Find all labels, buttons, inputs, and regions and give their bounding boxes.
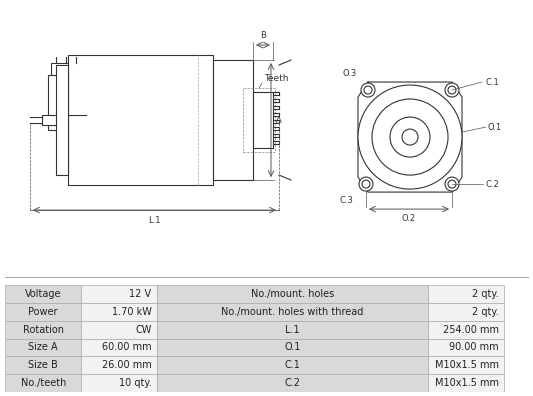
Text: Rotation: Rotation bbox=[23, 325, 64, 335]
Bar bbox=[48, 75, 86, 130]
Bar bbox=[429, 339, 504, 356]
Text: C.1: C.1 bbox=[485, 78, 499, 87]
Circle shape bbox=[390, 117, 430, 157]
Bar bbox=[429, 303, 504, 321]
Bar bbox=[253, 92, 273, 148]
Bar bbox=[429, 321, 504, 339]
Bar bbox=[5, 374, 81, 392]
Circle shape bbox=[361, 83, 375, 97]
Bar bbox=[157, 374, 429, 392]
Text: L.1: L.1 bbox=[285, 325, 300, 335]
Circle shape bbox=[372, 99, 448, 175]
Bar bbox=[5, 339, 81, 356]
Text: No./mount. holes: No./mount. holes bbox=[251, 289, 334, 299]
Bar bbox=[81, 374, 157, 392]
Text: Power: Power bbox=[28, 307, 58, 317]
Text: C.2: C.2 bbox=[285, 378, 301, 388]
Text: No./mount. holes with thread: No./mount. holes with thread bbox=[221, 307, 364, 317]
Text: O.1: O.1 bbox=[488, 122, 502, 131]
Circle shape bbox=[362, 180, 370, 188]
Circle shape bbox=[445, 83, 459, 97]
Bar bbox=[157, 285, 429, 303]
Bar bbox=[42, 115, 56, 125]
Bar bbox=[68, 55, 213, 185]
Text: 90.00 mm: 90.00 mm bbox=[449, 343, 499, 352]
Text: O.3: O.3 bbox=[343, 69, 357, 78]
Bar bbox=[243, 88, 275, 152]
Circle shape bbox=[402, 129, 418, 145]
Text: Voltage: Voltage bbox=[25, 289, 61, 299]
Text: CW: CW bbox=[135, 325, 151, 335]
Circle shape bbox=[359, 177, 373, 191]
Text: 26.00 mm: 26.00 mm bbox=[102, 360, 151, 370]
Bar bbox=[429, 374, 504, 392]
Text: No./teeth: No./teeth bbox=[20, 378, 66, 388]
Text: B: B bbox=[260, 31, 266, 40]
Bar bbox=[429, 356, 504, 374]
Text: O.1: O.1 bbox=[285, 343, 301, 352]
Bar bbox=[56, 65, 68, 175]
Bar bbox=[157, 356, 429, 374]
Circle shape bbox=[448, 180, 456, 188]
Text: 254.00 mm: 254.00 mm bbox=[443, 325, 499, 335]
Bar bbox=[5, 321, 81, 339]
Bar bbox=[81, 285, 157, 303]
Text: 60.00 mm: 60.00 mm bbox=[102, 343, 151, 352]
Polygon shape bbox=[358, 82, 462, 192]
Bar bbox=[81, 339, 157, 356]
Text: C.1: C.1 bbox=[285, 360, 301, 370]
Text: O.2: O.2 bbox=[402, 214, 416, 223]
Text: Teeth: Teeth bbox=[264, 74, 288, 83]
Text: Size A: Size A bbox=[28, 343, 58, 352]
Bar bbox=[157, 321, 429, 339]
Bar bbox=[51, 63, 83, 75]
Text: M10x1.5 mm: M10x1.5 mm bbox=[435, 378, 499, 388]
Bar bbox=[5, 303, 81, 321]
Text: C.3: C.3 bbox=[339, 196, 353, 205]
Bar bbox=[157, 339, 429, 356]
Text: 2 qty.: 2 qty. bbox=[472, 289, 499, 299]
Text: 12 V: 12 V bbox=[130, 289, 151, 299]
Text: L.1: L.1 bbox=[148, 216, 161, 225]
Bar bbox=[81, 321, 157, 339]
Circle shape bbox=[364, 86, 372, 94]
Bar bbox=[5, 285, 81, 303]
Circle shape bbox=[358, 85, 462, 189]
Text: Size B: Size B bbox=[28, 360, 58, 370]
Bar bbox=[81, 356, 157, 374]
Bar bbox=[81, 303, 157, 321]
Text: 1.70 kW: 1.70 kW bbox=[112, 307, 151, 317]
Text: M10x1.5 mm: M10x1.5 mm bbox=[435, 360, 499, 370]
Circle shape bbox=[445, 177, 459, 191]
Text: C.2: C.2 bbox=[485, 179, 499, 188]
Text: 10 qty.: 10 qty. bbox=[119, 378, 151, 388]
Circle shape bbox=[448, 86, 456, 94]
Text: A: A bbox=[276, 116, 282, 125]
Text: 2 qty.: 2 qty. bbox=[472, 307, 499, 317]
Bar bbox=[157, 303, 429, 321]
Bar bbox=[5, 356, 81, 374]
Bar bbox=[429, 285, 504, 303]
Bar bbox=[213, 60, 253, 180]
